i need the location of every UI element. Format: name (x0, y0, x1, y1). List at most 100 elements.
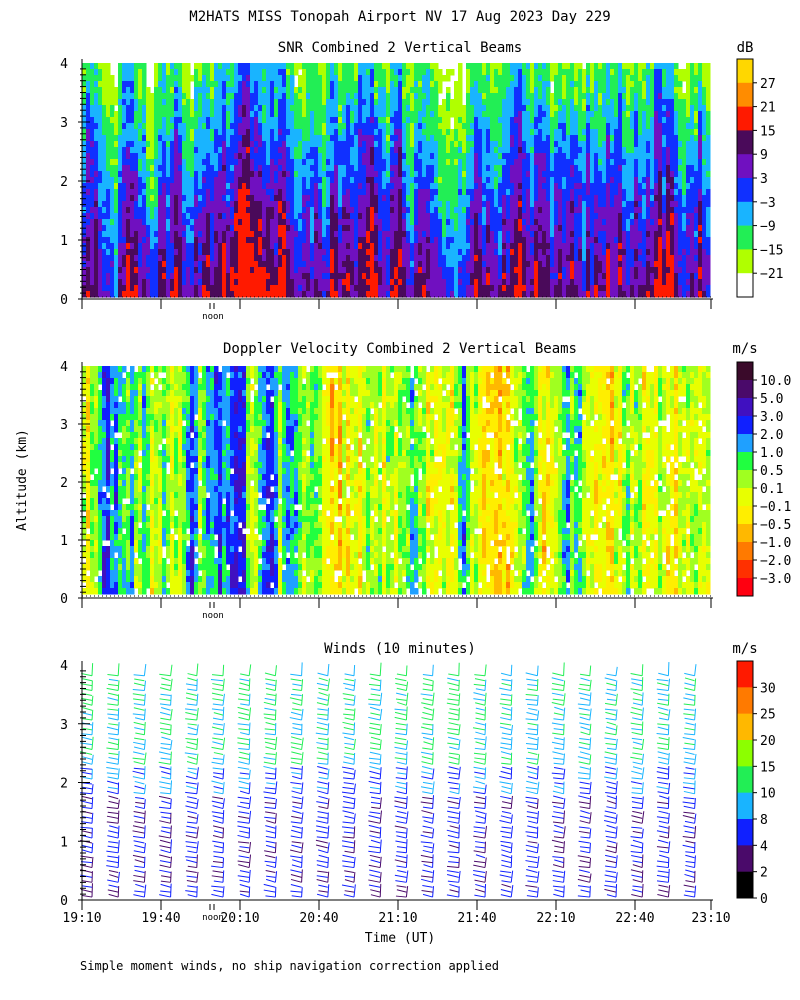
heatmap-cell (166, 255, 171, 262)
heatmap-cell (130, 171, 135, 178)
heatmap-cell (514, 201, 519, 208)
heatmap-cell (302, 153, 307, 160)
heatmap-cell (122, 237, 127, 244)
heatmap-cell (338, 195, 343, 202)
heatmap-cell (338, 171, 343, 178)
heatmap-cell (510, 243, 515, 250)
heatmap-cell (586, 135, 591, 142)
heatmap-cell (238, 219, 243, 226)
heatmap-cell (506, 141, 511, 148)
heatmap-cell (250, 63, 255, 70)
heatmap-cell (262, 189, 267, 196)
heatmap-cell (442, 99, 447, 106)
heatmap-cell (526, 93, 531, 100)
heatmap-cell (422, 249, 427, 256)
heatmap-cell (158, 63, 163, 70)
heatmap-cell (194, 213, 199, 220)
heatmap-cell (578, 93, 583, 100)
heatmap-cell (314, 177, 319, 184)
heatmap-cell (590, 201, 595, 208)
heatmap-cell (426, 243, 431, 250)
heatmap-cell (238, 93, 243, 100)
heatmap-cell (146, 105, 151, 112)
heatmap-cell (266, 177, 271, 184)
heatmap-cell (414, 225, 419, 232)
heatmap-cell (322, 141, 327, 148)
heatmap-cell (482, 249, 487, 256)
heatmap-cell (374, 75, 379, 82)
heatmap-cell (110, 165, 115, 172)
heatmap-cell (514, 291, 519, 298)
heatmap-cell (146, 99, 151, 106)
heatmap-cell (570, 171, 575, 178)
heatmap-cell (350, 159, 355, 166)
heatmap-cell (286, 69, 291, 76)
heatmap-cell (418, 237, 423, 244)
heatmap-cell (550, 207, 555, 214)
heatmap-cell (518, 285, 523, 292)
heatmap-cell (534, 183, 539, 190)
heatmap-cell (146, 189, 151, 196)
heatmap-cell (538, 243, 543, 250)
heatmap-cell (538, 255, 543, 262)
heatmap-cell (214, 63, 219, 70)
heatmap-cell (178, 111, 183, 118)
heatmap-cell (322, 171, 327, 178)
heatmap-cell (146, 267, 151, 274)
heatmap-cell (174, 231, 179, 238)
heatmap-cell (506, 153, 511, 160)
heatmap-cell (442, 201, 447, 208)
doppler-colorbar-unit: m/s (732, 341, 757, 357)
heatmap-cell (186, 213, 191, 220)
heatmap-cell (94, 165, 99, 172)
heatmap-cell (466, 279, 471, 286)
heatmap-cell (242, 159, 247, 166)
heatmap-cell (530, 111, 535, 118)
heatmap-cell (442, 219, 447, 226)
heatmap-cell (502, 75, 507, 82)
heatmap-cell (162, 129, 167, 136)
heatmap-cell (294, 177, 299, 184)
heatmap-cell (250, 123, 255, 130)
heatmap-cell (402, 183, 407, 190)
heatmap-cell (366, 159, 371, 166)
heatmap-cell (246, 261, 251, 268)
heatmap-cell (162, 141, 167, 148)
heatmap-cell (398, 75, 403, 82)
heatmap-cell (594, 129, 599, 136)
heatmap-cell (590, 267, 595, 274)
heatmap-cell (386, 279, 391, 286)
heatmap-cell (142, 195, 147, 202)
heatmap-cell (498, 75, 503, 82)
heatmap-cell (98, 171, 103, 178)
heatmap-cell (538, 225, 543, 232)
heatmap-cell (398, 159, 403, 166)
heatmap-cell (158, 117, 163, 124)
heatmap-cell (442, 237, 447, 244)
heatmap-cell (190, 279, 195, 286)
heatmap-cell (122, 231, 127, 238)
heatmap-cell (550, 69, 555, 76)
heatmap-cell (282, 111, 287, 118)
heatmap-cell (186, 147, 191, 154)
heatmap-cell (158, 261, 163, 268)
heatmap-cell (346, 291, 351, 298)
heatmap-cell (146, 255, 151, 262)
heatmap-cell (306, 183, 311, 190)
heatmap-cell (250, 147, 255, 154)
heatmap-cell (574, 267, 579, 274)
heatmap-cell (234, 147, 239, 154)
heatmap-cell (482, 81, 487, 88)
heatmap-cell (414, 141, 419, 148)
heatmap-cell (326, 69, 331, 76)
heatmap-cell (322, 93, 327, 100)
heatmap-cell (102, 147, 107, 154)
heatmap-cell (198, 291, 203, 298)
heatmap-cell (234, 189, 239, 196)
heatmap-cell (526, 81, 531, 88)
heatmap-cell (394, 123, 399, 130)
heatmap-cell (202, 243, 207, 250)
heatmap-cell (486, 195, 491, 202)
heatmap-cell (174, 291, 179, 298)
heatmap-cell (210, 279, 215, 286)
